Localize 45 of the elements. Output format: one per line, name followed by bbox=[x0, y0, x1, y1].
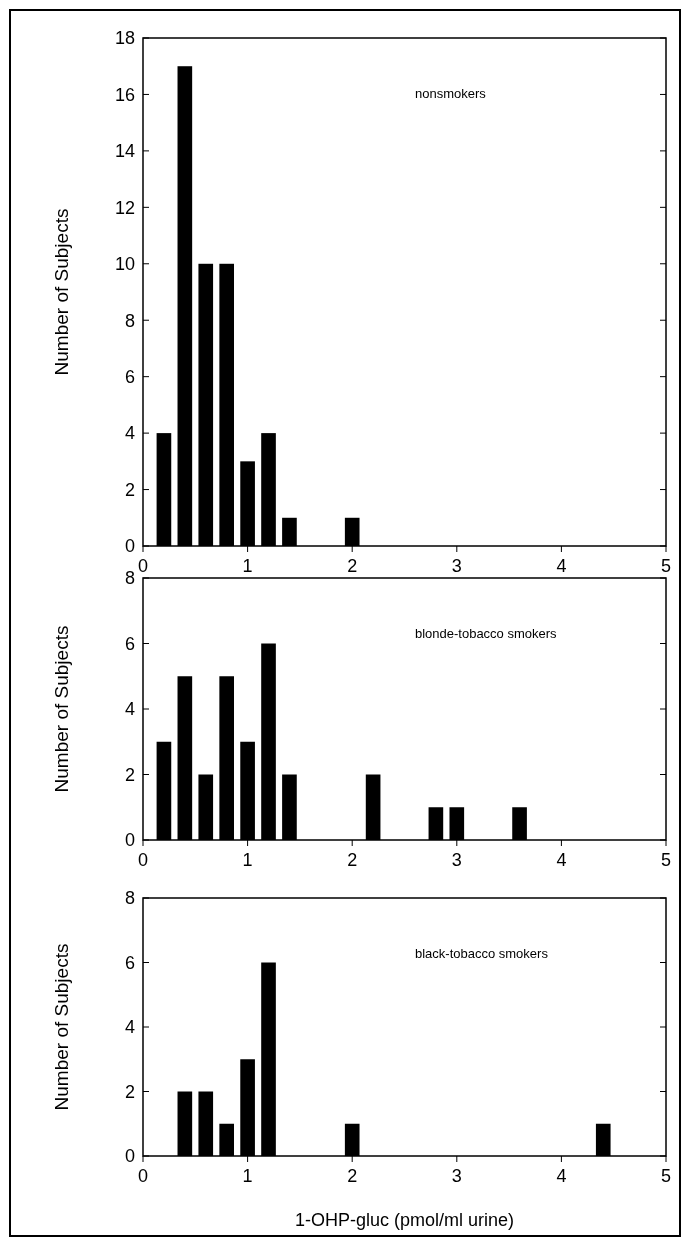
y-axis-title: Number of Subjects bbox=[51, 943, 72, 1111]
x-tick-label: 3 bbox=[451, 1166, 462, 1186]
y-tick-label: 2 bbox=[124, 479, 135, 500]
y-tick-label: 4 bbox=[124, 423, 135, 444]
annotation: black-tobacco smokers bbox=[414, 946, 549, 961]
x-tick-label: 0 bbox=[137, 1166, 149, 1186]
x-tick-label: 4 bbox=[556, 1166, 567, 1186]
y-tick-label: 4 bbox=[124, 699, 135, 720]
y-tick-label: 10 bbox=[114, 254, 135, 275]
y-tick-label: 8 bbox=[124, 568, 135, 589]
y-tick-label: 2 bbox=[124, 1081, 135, 1102]
y-tick-label: 6 bbox=[124, 366, 135, 387]
y-tick-label: 14 bbox=[114, 141, 135, 162]
y-axis-title: Number of Subjects bbox=[51, 208, 72, 376]
y-tick-label: 0 bbox=[124, 536, 135, 557]
x-tick-label: 5 bbox=[660, 556, 672, 576]
y-tick-label: 18 bbox=[114, 28, 135, 49]
x-tick-label: 4 bbox=[556, 556, 567, 576]
x-tick-label: 1 bbox=[242, 556, 253, 576]
x-tick-label: 2 bbox=[347, 1166, 358, 1186]
x-tick-label: 1 bbox=[242, 1166, 253, 1186]
y-tick-label: 8 bbox=[124, 888, 135, 909]
x-tick-label: 3 bbox=[451, 850, 462, 870]
x-tick-label: 2 bbox=[347, 850, 358, 870]
y-tick-label: 6 bbox=[124, 952, 135, 973]
annotation: blonde-tobacco smokers bbox=[414, 626, 558, 641]
y-tick-label: 4 bbox=[124, 1017, 135, 1038]
x-tick-label: 0 bbox=[137, 556, 149, 576]
y-tick-label: 0 bbox=[124, 830, 135, 851]
y-tick-label: 16 bbox=[114, 84, 135, 105]
x-tick-label: 5 bbox=[660, 1166, 672, 1186]
y-axis-title: Number of Subjects bbox=[51, 625, 72, 793]
x-tick-label: 1 bbox=[242, 850, 253, 870]
x-tick-label: 0 bbox=[137, 850, 149, 870]
y-tick-label: 2 bbox=[124, 764, 135, 785]
x-tick-label: 3 bbox=[451, 556, 462, 576]
annotation: nonsmokers bbox=[414, 86, 487, 101]
x-tick-label: 2 bbox=[347, 556, 358, 576]
y-tick-label: 6 bbox=[124, 633, 135, 654]
x-axis-title: 1-OHP-gluc (pmol/ml urine) bbox=[294, 1210, 515, 1230]
y-tick-label: 12 bbox=[114, 197, 135, 218]
x-tick-label: 4 bbox=[556, 850, 567, 870]
y-tick-label: 8 bbox=[124, 310, 135, 331]
x-tick-label: 5 bbox=[660, 850, 672, 870]
y-tick-label: 0 bbox=[124, 1146, 135, 1167]
